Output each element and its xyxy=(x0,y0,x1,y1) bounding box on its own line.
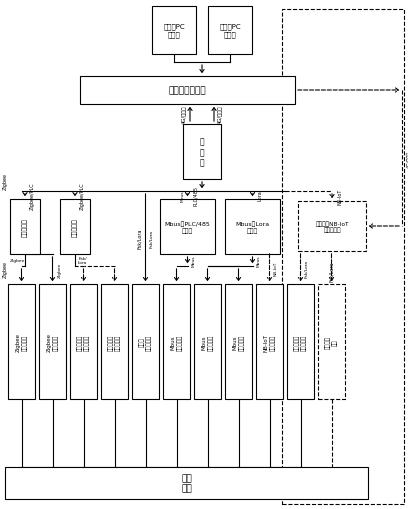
Text: Mbus
图像采集器: Mbus 图像采集器 xyxy=(202,334,213,350)
Text: Mbus
图像采集器: Mbus 图像采集器 xyxy=(233,334,244,350)
Text: Zigbee/PLC: Zigbee/PLC xyxy=(30,182,35,209)
Bar xyxy=(152,7,196,55)
Bar xyxy=(80,77,295,105)
Text: Zigbee/PLC: Zigbee/PLC xyxy=(80,182,85,209)
Bar xyxy=(282,10,404,504)
Text: 4G/以太网: 4G/以太网 xyxy=(406,150,408,167)
Text: Mbus: Mbus xyxy=(257,254,260,266)
Text: 供客采集服务器: 供客采集服务器 xyxy=(169,87,206,95)
Text: 云利捷PC
客户端: 云利捷PC 客户端 xyxy=(163,24,185,38)
Text: NB-IoT: NB-IoT xyxy=(273,261,277,275)
Bar xyxy=(183,125,221,180)
Text: Zigbee
图像采集器: Zigbee 图像采集器 xyxy=(47,332,58,351)
Bar xyxy=(60,200,90,254)
Bar xyxy=(5,467,368,499)
Bar xyxy=(225,285,252,399)
Bar xyxy=(225,200,280,254)
Text: NB-IoT
图像采集器: NB-IoT 图像采集器 xyxy=(264,333,275,351)
Text: 低功率无线
图像采集器: 低功率无线 图像采集器 xyxy=(295,334,306,350)
Bar xyxy=(160,200,215,254)
Text: PLC/485: PLC/485 xyxy=(193,186,197,206)
Text: Mbus转PLC/485
中继器: Mbus转PLC/485 中继器 xyxy=(164,221,211,233)
Text: Mbus
图像采集器: Mbus 图像采集器 xyxy=(171,334,182,350)
Bar xyxy=(194,285,221,399)
Bar xyxy=(318,285,345,399)
Text: Fsk/Lora: Fsk/Lora xyxy=(330,261,335,281)
Bar xyxy=(287,285,314,399)
Text: 4G/以太网: 4G/以太网 xyxy=(182,105,186,124)
Text: 云利捷PC
客户端: 云利捷PC 客户端 xyxy=(219,24,241,38)
Text: Zigbee: Zigbee xyxy=(58,262,62,277)
Text: 采集中继器: 采集中继器 xyxy=(72,218,78,236)
Text: Mbus转Lora
中继器: Mbus转Lora 中继器 xyxy=(235,221,270,233)
Text: NB-IoT: NB-IoT xyxy=(337,188,342,205)
Text: Mbus: Mbus xyxy=(191,254,195,266)
Bar xyxy=(10,200,40,254)
Text: 低功率无线
图像采集器: 低功率无线 图像采集器 xyxy=(78,334,89,350)
Text: Zigbee: Zigbee xyxy=(2,261,7,278)
Text: Fsk/Lora: Fsk/Lora xyxy=(137,228,142,248)
Bar xyxy=(256,285,283,399)
Bar xyxy=(208,7,252,55)
Text: 移动采集
装置: 移动采集 装置 xyxy=(326,335,337,348)
Text: 4G/以太网: 4G/以太网 xyxy=(217,105,222,124)
Text: Lora: Lora xyxy=(257,190,262,201)
Bar xyxy=(132,285,159,399)
Text: Fsk/Lora: Fsk/Lora xyxy=(149,229,153,247)
Bar xyxy=(39,285,66,399)
Text: Zigbee
图像采集器: Zigbee 图像采集器 xyxy=(16,332,27,351)
Text: 采集中继器: 采集中继器 xyxy=(22,218,28,236)
Bar xyxy=(298,202,366,251)
Text: 低功率带NB-IoT
信号转接器: 低功率带NB-IoT 信号转接器 xyxy=(315,220,349,233)
Text: Mbus: Mbus xyxy=(180,190,184,202)
Text: Fsk/
Lora: Fsk/ Lora xyxy=(78,256,87,265)
Text: Zigbee: Zigbee xyxy=(9,259,25,263)
Text: 集
中
器: 集 中 器 xyxy=(200,137,204,167)
Text: 现场
仪表: 现场 仪表 xyxy=(181,473,192,493)
Text: Fsk/Lora: Fsk/Lora xyxy=(304,259,308,277)
Bar xyxy=(70,285,97,399)
Bar xyxy=(8,285,35,399)
Text: 低功率无线
图像采集器: 低功率无线 图像采集器 xyxy=(109,334,120,350)
Text: 低功率
图像采集器: 低功率 图像采集器 xyxy=(140,334,151,350)
Bar xyxy=(163,285,190,399)
Text: Zigbee: Zigbee xyxy=(2,172,7,189)
Bar xyxy=(101,285,128,399)
